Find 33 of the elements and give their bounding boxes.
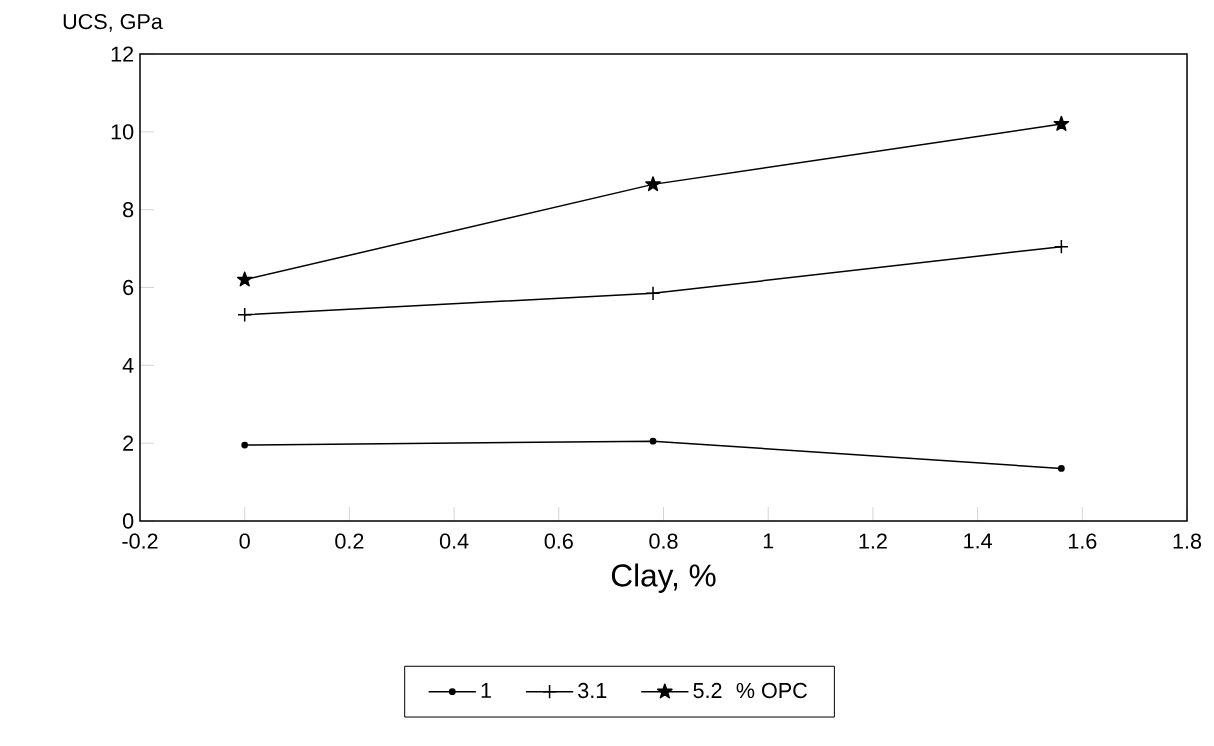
- point: [1053, 239, 1069, 255]
- point: [1057, 465, 1065, 472]
- x-tick-label: 1: [763, 533, 774, 549]
- x-tick-label: 0.4: [439, 533, 469, 549]
- legend-label: 3.1: [578, 682, 607, 699]
- point: [237, 307, 253, 323]
- x-tick-label: -0.2: [122, 533, 158, 549]
- x-tick-label: 1.6: [1068, 533, 1097, 549]
- point: [645, 285, 661, 301]
- point: [236, 271, 253, 287]
- x-tick-label: 1.4: [964, 533, 992, 549]
- legend-label: 1: [481, 682, 491, 698]
- y-tick-label: 4: [122, 357, 134, 373]
- y-tick-label: 0: [122, 513, 134, 529]
- y-tick-label: 12: [111, 46, 134, 62]
- y-tick-label: 6: [123, 279, 134, 296]
- point: [241, 441, 249, 449]
- x-tick-label: 1.2: [859, 533, 887, 549]
- y-tick-label: 10: [111, 124, 134, 140]
- x-tick-label: 0: [239, 533, 250, 549]
- point: [1053, 115, 1070, 131]
- y-axis-title: UCS, GPa: [63, 13, 163, 32]
- point: [649, 437, 657, 445]
- x-tick-label: 0.2: [335, 533, 364, 549]
- legend-title: % OPC: [736, 682, 807, 699]
- x-tick-label: 1.8: [1173, 533, 1202, 549]
- y-tick-label: 8: [123, 202, 134, 218]
- legend-label: 5.2: [693, 682, 722, 699]
- x-tick-label: 0.6: [544, 533, 573, 549]
- y-tick-label: 2: [123, 435, 134, 451]
- x-tick-label: 0.8: [649, 533, 678, 549]
- x-axis-title: Clay, %: [611, 563, 716, 593]
- point: [645, 176, 661, 192]
